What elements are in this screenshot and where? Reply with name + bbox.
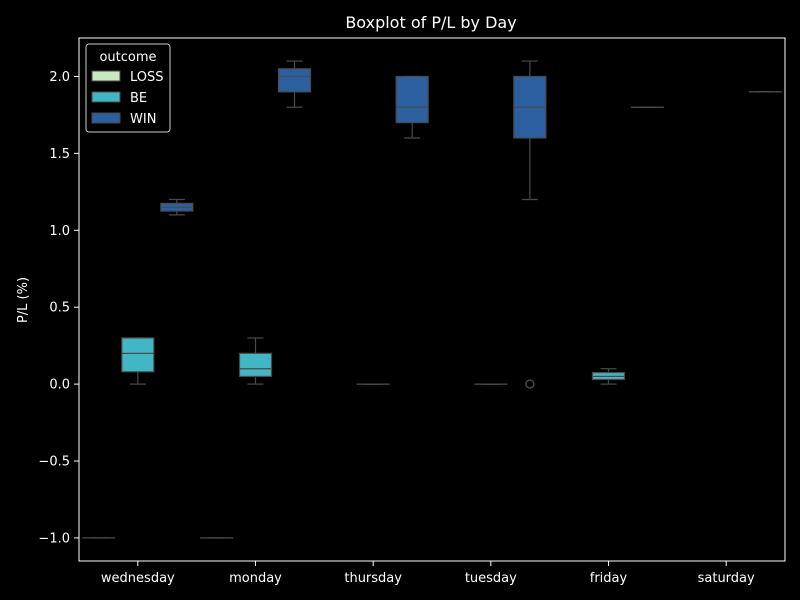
y-axis-label: P/L (%) bbox=[16, 277, 31, 323]
legend-swatch-win bbox=[91, 112, 121, 124]
box-body bbox=[121, 337, 155, 373]
y-tick-label: 0.5 bbox=[49, 301, 70, 316]
legend-label-be: BE bbox=[130, 91, 147, 106]
y-tick-label: −0.5 bbox=[38, 455, 70, 470]
legend-swatch-loss bbox=[91, 70, 121, 82]
outlier-point bbox=[525, 379, 535, 389]
x-tick-label: saturday bbox=[698, 571, 755, 586]
box-win-wednesday bbox=[160, 198, 194, 216]
y-tick-label: 1.0 bbox=[49, 224, 70, 239]
box-be-monday bbox=[238, 337, 273, 385]
x-tick-label: monday bbox=[229, 571, 282, 586]
x-tick-label: tuesday bbox=[465, 571, 517, 586]
plot-area: −1.0 −0.5 0.0 0.5 1.0 1.5 2.0 wednesday monday th… bbox=[38, 37, 786, 586]
chart-title: Boxplot of P/L by Day bbox=[345, 13, 516, 32]
box-win-thursday bbox=[395, 75, 429, 139]
box-be-friday bbox=[591, 368, 626, 385]
box-be-wednesday bbox=[121, 337, 155, 385]
x-tick-label: friday bbox=[590, 571, 628, 586]
legend-box bbox=[85, 43, 171, 133]
legend-label-loss: LOSS bbox=[130, 70, 164, 85]
legend-label-win: WIN bbox=[130, 112, 156, 127]
y-tick-label: 2.0 bbox=[49, 70, 70, 85]
box-win-monday bbox=[277, 60, 312, 108]
y-tick-label: 0.0 bbox=[49, 378, 70, 393]
legend-title: outcome bbox=[99, 50, 156, 65]
y-tick-label: −1.0 bbox=[38, 531, 70, 546]
box-body bbox=[238, 352, 273, 378]
x-tick-label: thursday bbox=[344, 571, 402, 586]
box-win-tuesday bbox=[513, 60, 547, 201]
box-be-tuesday bbox=[474, 379, 535, 389]
axes-frame bbox=[78, 37, 786, 562]
x-tick-label: wednesday bbox=[101, 571, 175, 586]
box-body bbox=[277, 68, 312, 93]
legend-swatch-be bbox=[91, 91, 121, 103]
box-body bbox=[395, 75, 429, 124]
legend: outcome LOSS BE WIN bbox=[85, 43, 171, 133]
y-tick-label: 1.5 bbox=[49, 147, 70, 162]
